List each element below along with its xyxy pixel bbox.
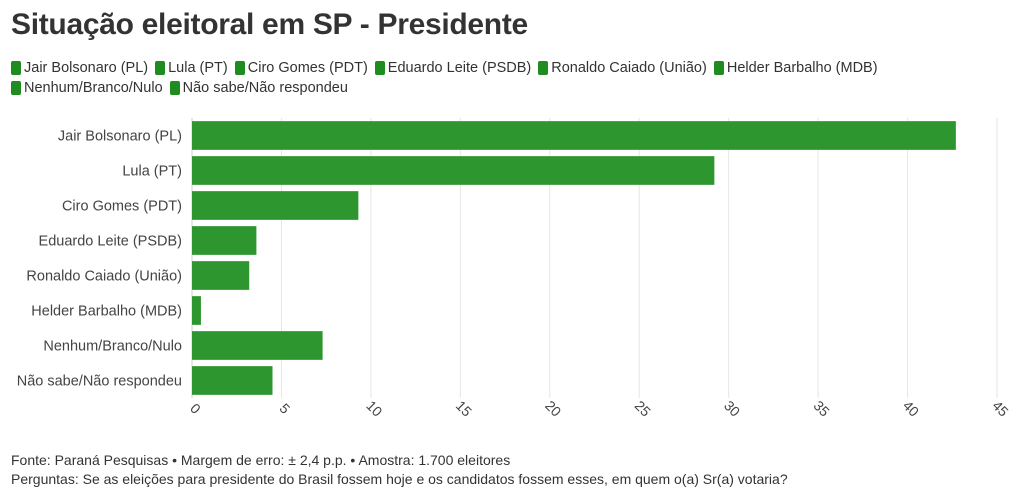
legend-swatch (155, 61, 166, 75)
legend-item[interactable]: Ciro Gomes (PDT) (234, 59, 368, 77)
bar (192, 156, 715, 185)
legend-item[interactable]: Jair Bolsonaro (PL) (11, 59, 148, 77)
legend-item[interactable]: Não sabe/Não respondeu (169, 79, 348, 97)
chart-footer: Fonte: Paraná Pesquisas • Margem de erro… (11, 451, 788, 489)
legend-swatch (374, 61, 385, 75)
legend-swatch (169, 81, 180, 95)
legend-label: Não sabe/Não respondeu (182, 80, 348, 96)
x-tick-label: 40 (900, 397, 922, 419)
bar (192, 331, 323, 360)
bar (192, 191, 359, 220)
category-label: Eduardo Leite (PSDB) (39, 234, 182, 250)
bar (192, 226, 257, 255)
legend-item[interactable]: Eduardo Leite (PSDB) (374, 59, 532, 77)
legend-swatch (713, 61, 724, 75)
chart-title: Situação eleitoral em SP - Presidente (11, 8, 528, 41)
legend-swatch (234, 61, 245, 75)
x-tick-label: 25 (632, 397, 654, 419)
category-label: Helder Barbalho (MDB) (31, 304, 182, 320)
x-tick-label: 45 (989, 397, 1011, 419)
legend-label: Jair Bolsonaro (PL) (24, 60, 149, 76)
legend-swatch (538, 61, 549, 75)
x-tick-label: 10 (363, 397, 385, 419)
legend-item[interactable]: Ronaldo Caiado (União) (538, 59, 707, 77)
x-tick-label: 20 (542, 397, 564, 419)
x-tick-label: 15 (453, 397, 475, 419)
legend-label: Eduardo Leite (PSDB) (387, 60, 532, 76)
category-label: Ronaldo Caiado (União) (26, 269, 182, 285)
category-label: Nenhum/Branco/Nulo (43, 339, 182, 355)
bar (192, 121, 956, 150)
x-tick-label: 35 (810, 397, 832, 419)
legend-item[interactable]: Helder Barbalho (MDB) (713, 59, 878, 77)
legend-label: Lula (PT) (168, 60, 228, 76)
category-label: Não sabe/Não respondeu (17, 374, 182, 390)
bar (192, 366, 273, 395)
legend-label: Helder Barbalho (MDB) (726, 60, 878, 76)
legend-label: Nenhum/Branco/Nulo (24, 80, 163, 96)
x-tick-label: 0 (187, 400, 204, 417)
x-tick-label: 30 (721, 397, 743, 419)
bar (192, 296, 201, 325)
legend-label: Ciro Gomes (PDT) (247, 60, 368, 76)
legend-swatch (11, 81, 21, 95)
chart-legend: Jair Bolsonaro (PL) Lula (PT) Ciro Gomes (… (11, 59, 1001, 97)
legend-label: Ronaldo Caiado (União) (551, 60, 707, 76)
bar (192, 261, 250, 290)
source-note: Fonte: Paraná Pesquisas • Margem de erro… (11, 452, 511, 468)
x-tick-label: 5 (277, 400, 294, 417)
legend-item[interactable]: Lula (PT) (155, 59, 228, 77)
question-note: Perguntas: Se as eleições para president… (11, 471, 788, 487)
category-label: Jair Bolsonaro (PL) (58, 129, 182, 145)
legend-swatch (11, 61, 21, 75)
category-label: Ciro Gomes (PDT) (62, 199, 182, 215)
category-label: Lula (PT) (122, 164, 182, 180)
legend-item[interactable]: Nenhum/Branco/Nulo (11, 79, 163, 97)
